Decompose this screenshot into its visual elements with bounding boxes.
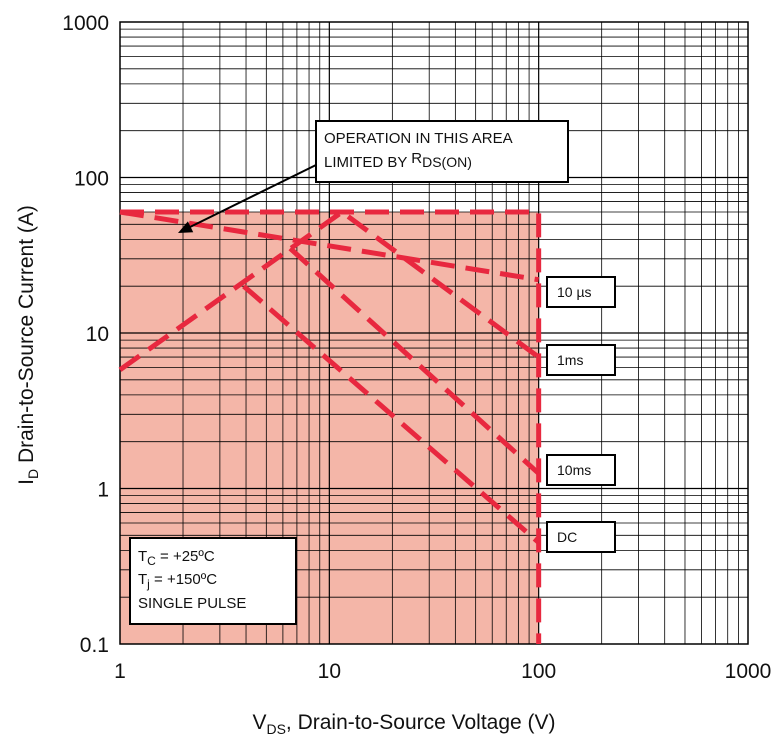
- y-tick-label: 0.1: [80, 634, 109, 657]
- callout-line2: LIMITED BY RDS(ON): [324, 150, 472, 171]
- x-tick-label: 10: [318, 660, 341, 683]
- callout-box: [315, 120, 569, 183]
- x-tick-label: 1000: [725, 660, 772, 683]
- series-label: 10 µs: [557, 284, 592, 300]
- callout-arrowhead: [178, 221, 194, 233]
- soa-lines: [118, 208, 542, 644]
- series-line: [118, 208, 541, 372]
- series-label-box: [546, 454, 616, 486]
- y-tick-label: 100: [74, 168, 109, 191]
- y-axis-title: ID Drain-to-Source Current (A): [15, 205, 41, 485]
- boundary-line: [120, 209, 542, 644]
- y-tick-label: 10: [86, 323, 109, 346]
- series-label-box: [546, 344, 616, 376]
- x-tick-label: 1: [114, 660, 126, 683]
- x-tick-label: 100: [521, 660, 556, 683]
- plot-frame: [119, 21, 749, 645]
- y-tick-label: 1: [97, 479, 109, 502]
- series-label: DC: [557, 529, 577, 545]
- callout-arrow: [187, 164, 317, 229]
- series-label: 1ms: [557, 352, 583, 368]
- series-line: [288, 246, 541, 476]
- series-label-box: [546, 276, 616, 308]
- y-tick-label: 1000: [62, 12, 109, 35]
- x-axis-title: VDS, Drain-to-Source Voltage (V): [252, 711, 555, 737]
- series-labels: 10 µs 1ms 10ms DC: [546, 276, 616, 553]
- condition-tc: TC = +25ºC: [138, 548, 215, 568]
- conditions-box: TC = +25ºC Tj = +150ºC SINGLE PULSE: [129, 537, 297, 625]
- series-label-box: [546, 521, 616, 553]
- series-line: [242, 284, 541, 545]
- callout: OPERATION IN THIS AREA LIMITED BY RDS(ON…: [178, 120, 569, 233]
- series-line: [119, 209, 540, 283]
- condition-pulse: SINGLE PULSE: [138, 595, 246, 612]
- condition-tj: Tj = +150ºC: [138, 571, 217, 591]
- conditions-frame: [129, 537, 297, 625]
- series-label: 10ms: [557, 462, 591, 478]
- callout-line1: OPERATION IN THIS AREA: [324, 130, 513, 147]
